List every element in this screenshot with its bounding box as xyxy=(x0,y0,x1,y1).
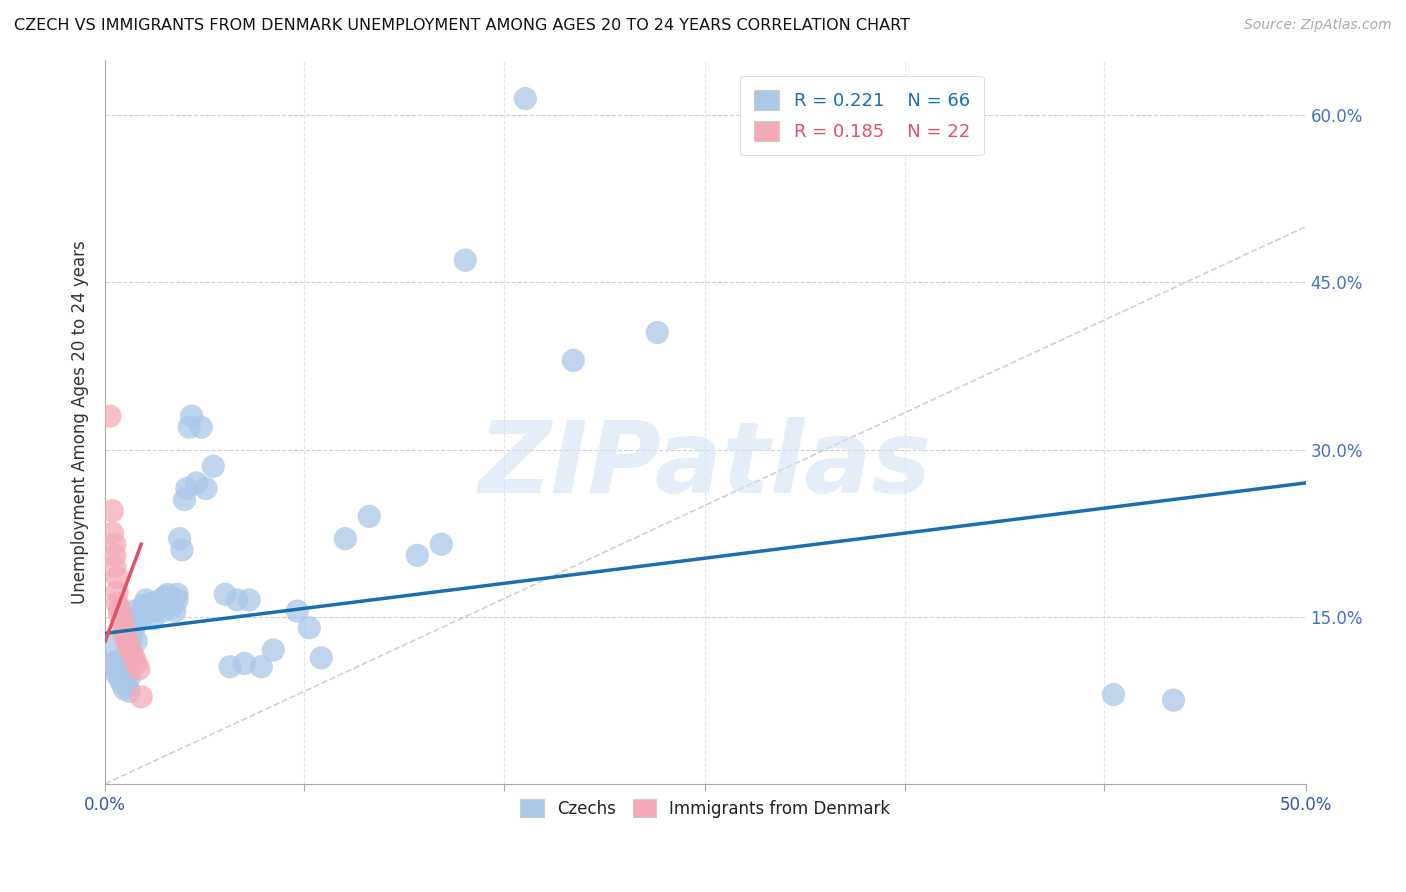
Point xyxy=(359,509,381,524)
Point xyxy=(309,650,332,665)
Point xyxy=(149,593,172,607)
Point xyxy=(104,537,127,551)
Point xyxy=(238,593,260,607)
Point xyxy=(156,587,179,601)
Point xyxy=(166,593,188,607)
Point xyxy=(129,612,152,626)
Point xyxy=(111,617,134,632)
Point xyxy=(128,609,150,624)
Point xyxy=(406,549,429,563)
Point xyxy=(101,504,124,518)
Point xyxy=(142,604,165,618)
Point xyxy=(647,326,669,340)
Point xyxy=(108,607,131,622)
Point xyxy=(121,645,143,659)
Point xyxy=(115,634,138,648)
Point xyxy=(335,532,357,546)
Legend: Czechs, Immigrants from Denmark: Czechs, Immigrants from Denmark xyxy=(512,790,898,826)
Point xyxy=(226,593,249,607)
Point xyxy=(166,587,188,601)
Point xyxy=(111,676,134,690)
Point xyxy=(152,604,174,618)
Point xyxy=(142,612,165,626)
Point xyxy=(298,621,321,635)
Text: Source: ZipAtlas.com: Source: ZipAtlas.com xyxy=(1244,18,1392,32)
Point xyxy=(122,621,145,635)
Point xyxy=(285,604,308,618)
Point xyxy=(104,549,127,563)
Point xyxy=(105,585,128,599)
Point xyxy=(108,671,131,685)
Point xyxy=(262,643,284,657)
Point xyxy=(108,602,131,616)
Point xyxy=(105,571,128,585)
Point xyxy=(112,674,135,689)
Point xyxy=(454,253,477,268)
Point xyxy=(122,650,145,665)
Point xyxy=(250,659,273,673)
Point xyxy=(562,353,585,368)
Point xyxy=(1102,688,1125,702)
Point xyxy=(118,640,141,655)
Point xyxy=(108,663,131,677)
Point xyxy=(98,409,121,423)
Point xyxy=(186,475,208,490)
Point xyxy=(162,599,184,613)
Point xyxy=(180,409,202,423)
Point xyxy=(101,657,124,671)
Point xyxy=(98,638,121,652)
Point xyxy=(105,654,128,668)
Point xyxy=(128,662,150,676)
Point xyxy=(155,590,177,604)
Point xyxy=(105,667,128,681)
Point xyxy=(112,629,135,643)
Point xyxy=(135,593,157,607)
Point xyxy=(146,599,169,613)
Point xyxy=(214,587,236,601)
Point xyxy=(170,542,193,557)
Point xyxy=(101,526,124,541)
Point xyxy=(111,612,134,626)
Point xyxy=(145,604,167,618)
Point xyxy=(122,604,145,618)
Point xyxy=(121,615,143,630)
Point xyxy=(233,657,256,671)
Point xyxy=(112,623,135,637)
Point xyxy=(195,482,218,496)
Point xyxy=(1163,693,1185,707)
Point xyxy=(105,596,128,610)
Point xyxy=(515,92,537,106)
Point xyxy=(118,671,141,685)
Point xyxy=(163,604,186,618)
Text: CZECH VS IMMIGRANTS FROM DENMARK UNEMPLOYMENT AMONG AGES 20 TO 24 YEARS CORRELAT: CZECH VS IMMIGRANTS FROM DENMARK UNEMPLO… xyxy=(14,18,910,33)
Point xyxy=(132,599,155,613)
Point xyxy=(169,532,191,546)
Point xyxy=(176,482,198,496)
Point xyxy=(121,632,143,646)
Point xyxy=(173,492,195,507)
Point xyxy=(139,596,162,610)
Point xyxy=(125,657,148,671)
Point xyxy=(202,459,225,474)
Y-axis label: Unemployment Among Ages 20 to 24 years: Unemployment Among Ages 20 to 24 years xyxy=(72,240,89,604)
Point xyxy=(104,659,127,673)
Point xyxy=(125,634,148,648)
Point xyxy=(190,420,212,434)
Point xyxy=(430,537,453,551)
Point xyxy=(104,559,127,574)
Text: ZIPatlas: ZIPatlas xyxy=(479,417,932,514)
Point xyxy=(179,420,201,434)
Point xyxy=(115,679,138,693)
Point xyxy=(219,659,242,673)
Point xyxy=(129,690,152,704)
Point xyxy=(138,599,160,613)
Point xyxy=(118,684,141,698)
Point xyxy=(112,681,135,696)
